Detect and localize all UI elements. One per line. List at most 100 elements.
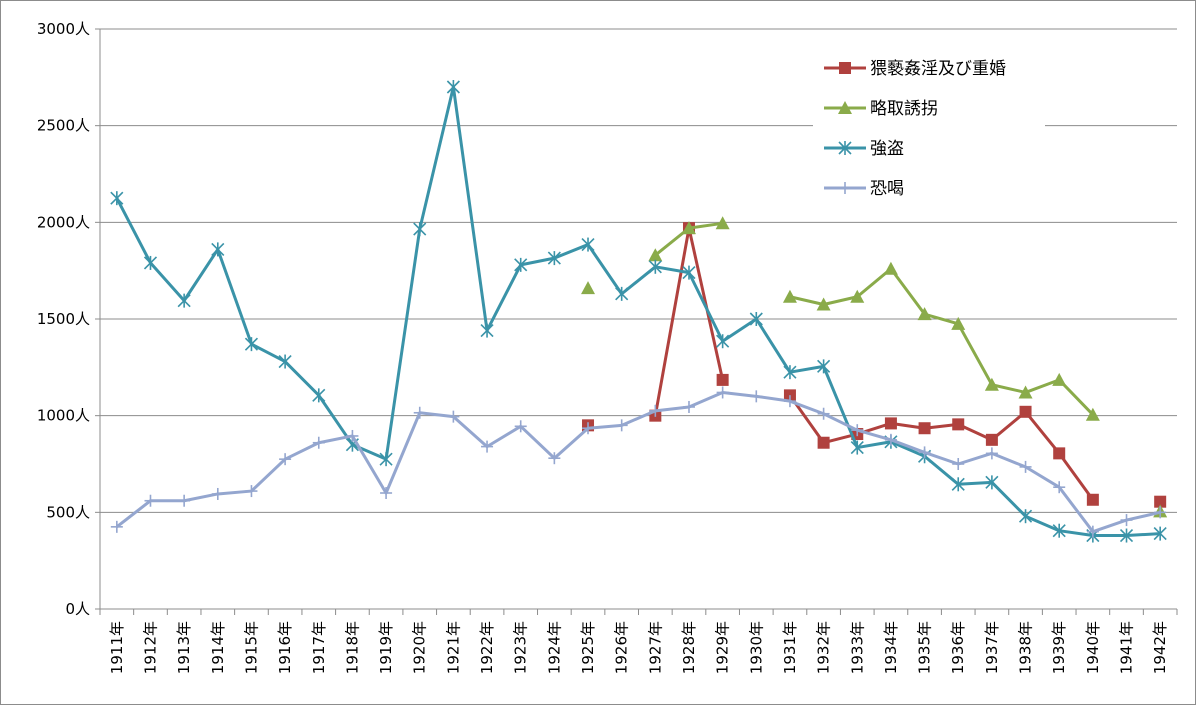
x-tick-label-1917年: 1917年 [310, 621, 328, 674]
series-2-point-1925年 [581, 281, 596, 295]
series-2-point-1940年 [1085, 407, 1100, 421]
series-1-point-1929年 [716, 373, 729, 386]
series-1-point-1936年 [952, 418, 965, 431]
x-tick-label-1942年: 1942年 [1151, 621, 1169, 674]
legend-label-3: 強盗 [870, 139, 904, 159]
y-tick-label-0: 0人 [65, 600, 90, 618]
series-4-point-1937年 [985, 447, 998, 460]
series-4-point-1914年 [211, 487, 224, 500]
series-3-point-1927年 [648, 259, 662, 274]
series-2-line-2 [789, 267, 1094, 416]
series-4-point-1927年 [649, 404, 662, 417]
series-3-point-1941年 [1119, 528, 1134, 543]
series-2-point-1929年 [715, 216, 730, 230]
x-tick-label-1919年: 1919年 [377, 621, 395, 674]
series-1 [582, 222, 1167, 508]
x-tick-label-1933年: 1933年 [848, 621, 866, 674]
x-tick-label-1941年: 1941年 [1118, 621, 1136, 674]
series-4-point-1925年 [582, 422, 595, 435]
legend-label-4: 恐喝 [870, 179, 904, 199]
series-3-point-1914年 [211, 242, 225, 257]
series-3-point-1924年 [547, 251, 561, 266]
series-3-point-1912年 [143, 255, 158, 270]
x-tick-label-1935年: 1935年 [916, 621, 934, 674]
series-2-point-1937年 [984, 377, 999, 391]
series-1-line-2 [788, 394, 1095, 501]
series-2-point-1931年 [782, 289, 797, 303]
series-3-point-1920年 [413, 222, 427, 237]
x-tick-label-1923年: 1923年 [512, 621, 530, 674]
series-1-point-1940年 [1086, 493, 1099, 506]
x-tick-label-1911年: 1911年 [108, 621, 126, 674]
x-tick-label-1936年: 1936年 [949, 621, 967, 674]
x-tick-label-1916年: 1916年 [276, 621, 294, 674]
series-4-point-1939年 [1053, 481, 1066, 494]
series-4-point-1923年 [514, 420, 527, 433]
series-3-point-1925年 [581, 237, 595, 252]
legend-marker-1 [839, 62, 851, 74]
series-4-point-1924年 [548, 452, 561, 465]
series-4-point-1936年 [952, 458, 965, 470]
series-2-point-1928年 [681, 221, 696, 235]
series-3-point-1921年 [446, 80, 460, 94]
series-3 [110, 80, 1167, 543]
series-3-point-1917年 [312, 388, 326, 403]
legend-label-2: 略取誘拐 [870, 99, 938, 119]
legend-marker-2 [838, 101, 852, 114]
x-tick-label-1928年: 1928年 [680, 621, 698, 674]
series-3-point-1933年 [850, 440, 864, 455]
x-tick-label-1927年: 1927年 [646, 621, 664, 674]
series-2-point-1932年 [816, 297, 831, 311]
legend-marker-4 [839, 182, 851, 194]
series-3-point-1932年 [817, 359, 831, 374]
series-3-point-1938年 [1018, 509, 1033, 524]
series-4-point-1915年 [245, 485, 258, 498]
series-3-point-1922年 [480, 323, 494, 338]
series-3-point-1916年 [278, 354, 292, 369]
x-tick-label-1925年: 1925年 [579, 621, 597, 674]
x-tick-label-1929年: 1929年 [714, 621, 732, 674]
series-3-point-1915年 [244, 337, 259, 352]
series-1-point-1934年 [884, 417, 897, 430]
series-3-point-1919年 [379, 452, 393, 467]
series-1-point-1935年 [918, 422, 931, 435]
series-1-point-1939年 [1053, 447, 1066, 460]
series-4-line-0 [115, 390, 1161, 534]
series-4-point-1921年 [447, 410, 460, 423]
x-tick-label-1931年: 1931年 [781, 621, 799, 674]
series-3-point-1937年 [985, 475, 999, 490]
series-4-point-1920年 [413, 406, 426, 419]
series-2-point-1936年 [951, 316, 966, 330]
series-3-point-1929年 [716, 334, 730, 349]
series-1-point-1937年 [985, 433, 998, 446]
series-2-point-1939年 [1052, 372, 1067, 386]
series-4-point-1938年 [1019, 460, 1032, 473]
x-tick-label-1930年: 1930年 [747, 621, 765, 674]
series-4-point-1917年 [312, 436, 325, 449]
y-tick-label-3000: 3000人 [37, 20, 90, 38]
series-2 [581, 216, 1168, 518]
series-4-point-1916年 [279, 453, 292, 466]
series-4-point-1942年 [1154, 506, 1167, 519]
series-3-point-1931年 [783, 365, 797, 380]
series-2-point-1934年 [883, 261, 898, 275]
series-2-point-1933年 [850, 289, 865, 303]
series-4-point-1918年 [346, 429, 359, 442]
series-4-point-1926年 [615, 419, 628, 432]
series-4-point-1912年 [144, 494, 157, 507]
series-4-point-1919年 [380, 487, 393, 499]
x-tick-label-1914年: 1914年 [209, 621, 227, 674]
series-2-point-1938年 [1018, 385, 1033, 399]
series-4-point-1930年 [750, 390, 763, 403]
series-4-point-1933年 [851, 424, 864, 437]
x-tick-label-1940年: 1940年 [1084, 621, 1102, 674]
series-3-point-1926年 [615, 286, 629, 301]
series-3-point-1911年 [110, 191, 124, 206]
y-tick-label-2500: 2500人 [37, 117, 90, 135]
x-tick-label-1932年: 1932年 [815, 621, 833, 674]
series-2-point-1927年 [648, 248, 663, 262]
series-4-point-1929年 [716, 386, 729, 399]
y-tick-label-1000: 1000人 [37, 407, 90, 425]
